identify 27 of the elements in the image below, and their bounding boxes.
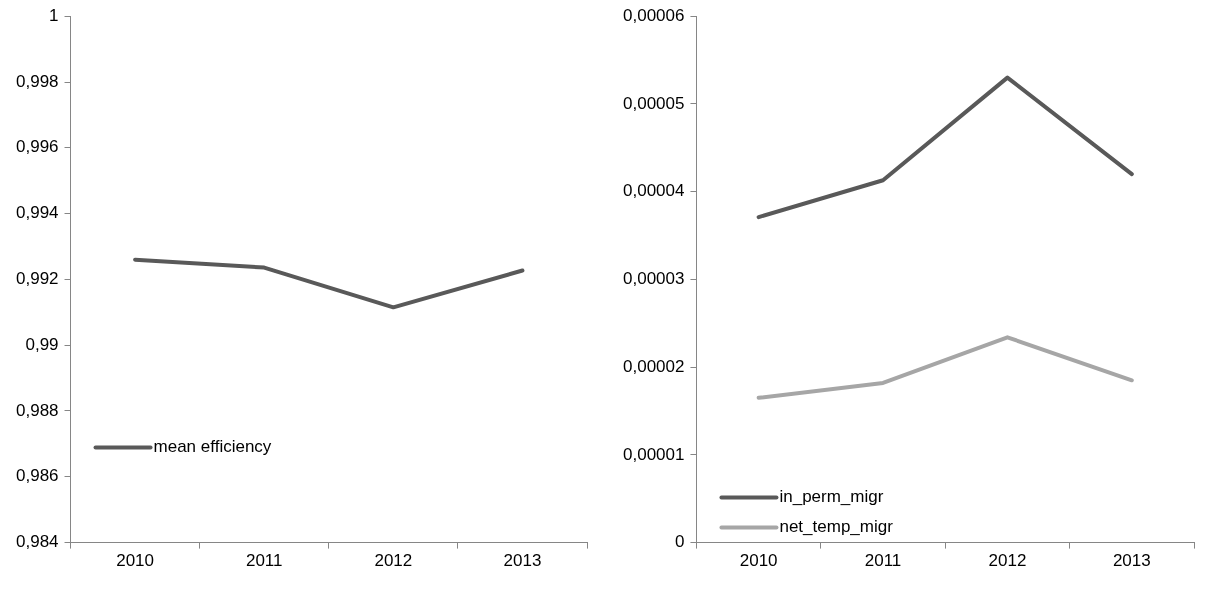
- x-tick-label: 2011: [864, 551, 902, 571]
- y-tick-label: 0,99: [25, 334, 59, 354]
- y-tick-label: 0: [674, 532, 685, 552]
- y-tick-label: 0,00006: [623, 5, 685, 25]
- x-tick-label: 2012: [988, 551, 1027, 571]
- legend-label: net_temp_migr: [779, 517, 894, 537]
- y-tick-label: 0,984: [15, 532, 59, 552]
- y-tick-label: 0,992: [15, 269, 59, 289]
- x-tick-label: 2010: [739, 551, 778, 571]
- y-tick-label: 0,00005: [623, 93, 685, 113]
- x-tick-label: 2010: [116, 551, 155, 571]
- x-tick-label: 2011: [245, 551, 283, 571]
- y-tick-label: 0,00004: [623, 181, 685, 201]
- y-tick-label: 1: [49, 5, 59, 25]
- y-tick-label: 0,998: [15, 71, 59, 91]
- y-tick-label: 0,00001: [623, 444, 685, 464]
- y-tick-label: 0,00002: [623, 356, 685, 376]
- y-tick-label: 0,994: [15, 203, 59, 223]
- x-tick-label: 2012: [374, 551, 413, 571]
- y-tick-label: 0,988: [15, 400, 59, 420]
- x-tick-label: 2013: [503, 551, 542, 571]
- y-tick-label: 0,00003: [623, 269, 685, 289]
- y-tick-label: 0,996: [15, 137, 59, 157]
- x-tick-label: 2013: [1112, 551, 1151, 571]
- legend-label: in_perm_migr: [779, 487, 884, 507]
- legend-label: mean efficiency: [153, 437, 272, 457]
- y-tick-label: 0,986: [15, 466, 59, 486]
